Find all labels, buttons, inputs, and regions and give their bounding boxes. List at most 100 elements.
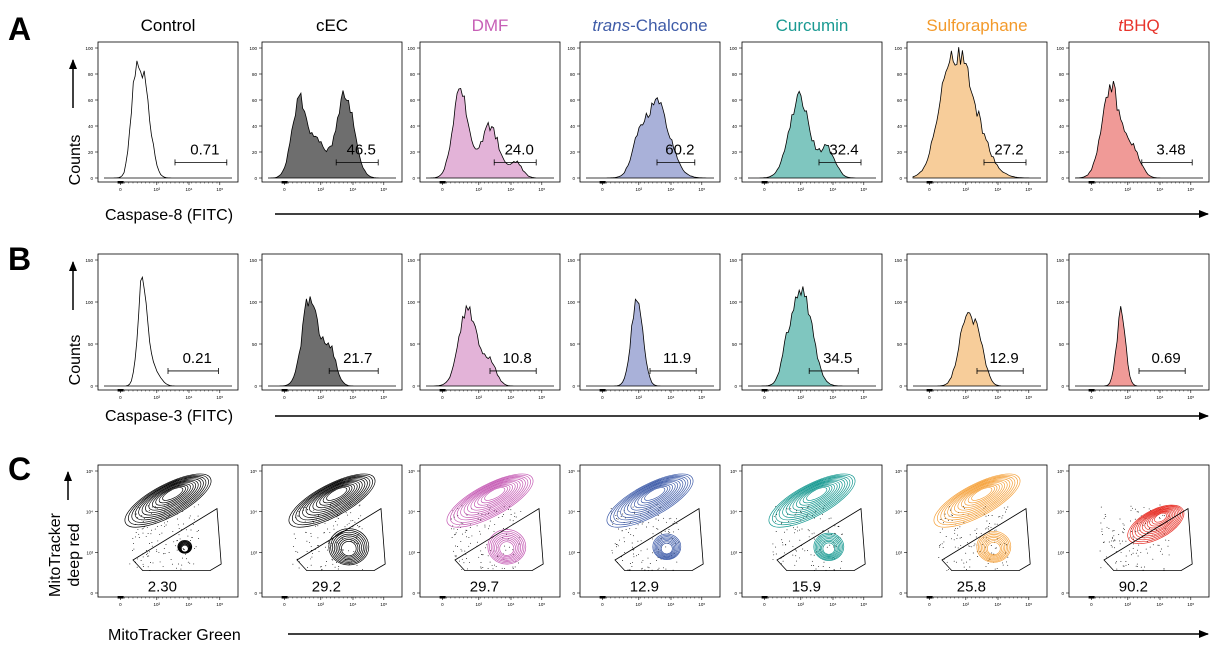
outlier-dot [1002,562,1003,564]
outlier-dot [956,538,958,540]
outlier-dot [1152,544,1154,546]
outlier-dot [324,522,326,524]
panel-c-control-x-tick-label: 10⁴ [186,602,193,607]
outlier-dot [673,531,674,533]
panel-a-tbhq-frame [1068,41,1210,183]
outlier-dot [1138,544,1140,546]
panel-c-sulforaphane-contour-plot: 25.8 10⁵ 10⁴ 10³ 0 0 10³ 10⁴ 10⁵ [895,464,1048,607]
panel-b-trans-chalcone-y-tick-label: 100 [567,300,575,305]
outlier-dot [796,526,798,528]
panel-b-tbhq-y-tick-label: 150 [1056,258,1064,263]
panel-c-y-label-line2: deep red [66,523,83,586]
panel-c-curcumin-y-tick-label: 10³ [730,550,737,555]
panel-b-control-y-tick-label: 0 [90,384,93,389]
outlier-dot [480,566,482,568]
outlier-dot [998,516,1000,518]
panel-a-sulforaphane-y-tick-label: 0 [899,176,902,181]
outlier-dot [504,545,506,547]
outlier-dot [298,567,300,569]
outlier-dot [137,558,139,560]
panel-b-curcumin-x-tick-label: 10³ [798,395,805,400]
outlier-dot [1123,524,1125,526]
outlier-dot [794,564,796,566]
outlier-dot [164,522,165,524]
outlier-dot [985,565,987,567]
contour-line [943,477,1013,521]
panel-c-tbhq-frame [1068,464,1210,598]
outlier-dot [189,562,191,564]
outlier-dot [988,515,989,517]
contour-line [326,487,348,501]
contour-line [806,487,828,501]
outlier-dot [178,534,180,536]
outlier-dot [1128,564,1130,566]
outlier-dot [632,549,634,551]
outlier-dot [156,526,158,528]
outlier-dot [939,546,940,548]
outlier-dot [350,540,352,542]
outlier-dot [813,554,815,556]
outlier-dot [623,537,625,539]
outlier-dot [178,528,180,530]
outlier-dot [813,565,815,566]
outlier-dot [1002,564,1004,566]
outlier-dot [295,551,297,552]
outlier-dot [325,565,327,567]
panel-c-curcumin-gate [776,507,866,571]
panel-a-cec-x-tick-label: 0 [283,187,286,192]
outlier-dot [329,547,330,549]
outlier-dot [1158,516,1160,518]
contour-line [1137,507,1179,537]
outlier-dot [142,532,144,534]
panel-b-cec-histogram: 21.7 150 100 50 0 0 10³ 10⁴ 10⁵ [249,253,403,400]
outlier-dot [950,514,952,516]
panel-b-dmf-origin-mark [439,389,446,392]
outlier-dot [142,556,144,558]
outlier-dot [611,552,613,554]
outlier-dot [481,513,483,515]
panel-c-trans-chalcone-y-tick-label: 0 [572,591,575,596]
outlier-dot [331,558,333,560]
outlier-dot [1136,565,1138,567]
outlier-dot [160,524,162,526]
panel-a-dmf-histogram: 24.0 100 80 60 40 20 0 0 10³ 10⁴ 10⁵ [407,41,561,192]
outlier-dot [348,563,350,565]
outlier-dot [990,526,992,528]
panel-b-sulforaphane-y-tick-label: 50 [897,342,903,347]
panel-c-sulforaphane-x-tick-label: 10⁵ [1025,602,1032,607]
contour-line [1146,510,1172,529]
outlier-dot [183,549,185,551]
outlier-dot [154,528,156,530]
outlier-dot [321,568,323,570]
panel-c-cec-x-tick-label: 0 [283,602,286,607]
outlier-dot [784,531,786,533]
column-title-text: Sulforaphane [926,16,1027,35]
outlier-dot [995,529,997,531]
outlier-dot [676,561,678,563]
outlier-dot [137,528,139,530]
outlier-dot [799,539,801,541]
outlier-dot [337,518,339,519]
panel-b-curcumin-x-tick-label: 0 [763,395,766,400]
outlier-dot [501,516,503,517]
panel-a-curcumin-frame [741,41,883,183]
outlier-dot [335,521,337,523]
outlier-dot [510,514,512,515]
outlier-dot [788,540,790,542]
outlier-dot [786,529,788,531]
outlier-dot [840,567,841,569]
panel-c-trans-chalcone-x-tick-label: 0 [601,602,604,607]
outlier-dot [966,561,968,563]
column-title-tbhq: tBHQ [1118,16,1160,35]
panel-letter-a: A [8,11,31,47]
contour-line [1154,512,1167,523]
outlier-dot [520,510,522,512]
outlier-dot [455,555,457,557]
outlier-dot [988,528,989,530]
outlier-dot [939,544,940,546]
contour-line [630,482,676,511]
panel-b-curcumin-x-tick-label: 10⁴ [830,395,837,400]
outlier-dot [358,518,360,520]
panel-a-x-label: Caspase-8 (FITC) [105,207,233,224]
